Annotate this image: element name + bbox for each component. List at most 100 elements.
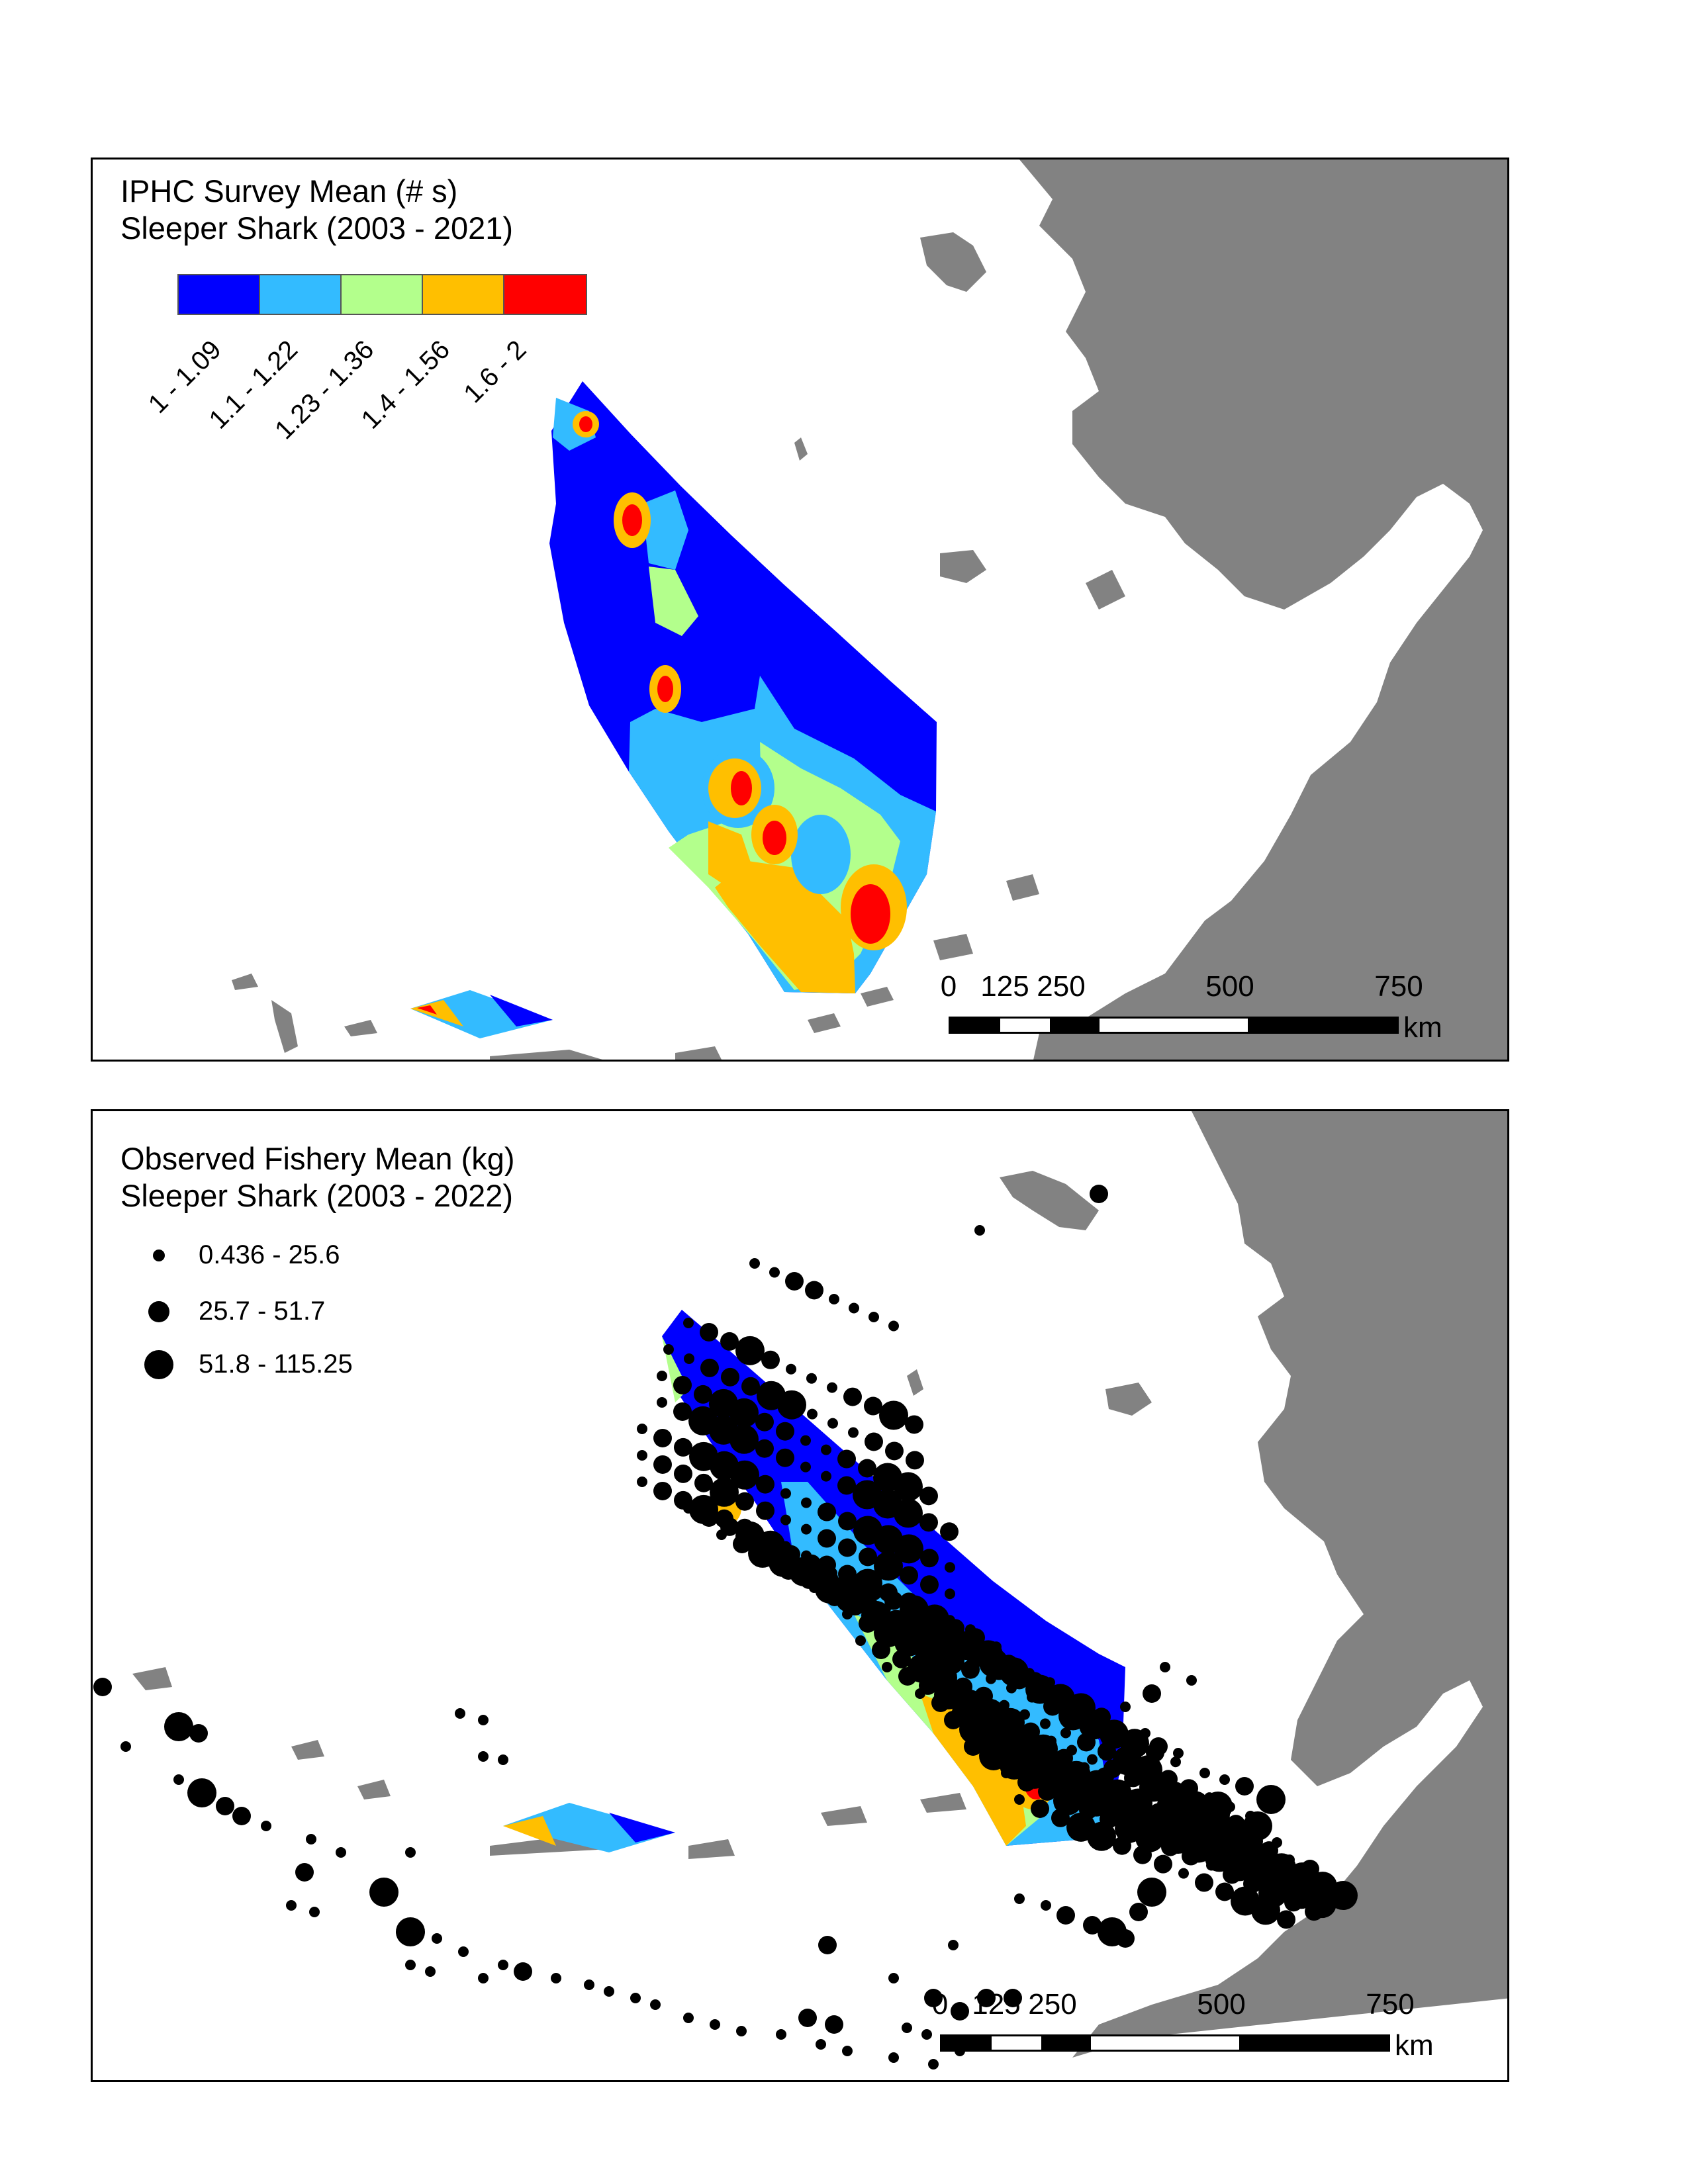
legend-swatch-2 [260,275,342,314]
fishery-dot [604,1986,614,1997]
fishery-dot [865,1432,883,1451]
fishery-dot [951,2002,969,2021]
fishery-dot [1206,1860,1217,1871]
legend-swatch-5 [504,275,586,314]
fishery-dot [458,1946,469,1957]
fishery-dot [920,1549,939,1568]
fishery-dot [821,1471,831,1482]
scale-tick-125: 125 [972,1988,1021,2021]
fishery-dot [842,2046,853,2056]
fishery-dot [1137,1878,1166,1907]
fishery-dot [800,1461,811,1473]
legend-swatch-4 [423,275,504,314]
scale-unit: km [1395,2029,1434,2062]
fishery-dot [1149,1737,1168,1756]
scale-tick-125: 125 [980,970,1029,1003]
fishery-dot [882,1662,892,1672]
fishery-dot [1083,1916,1102,1934]
fishery-dot [1219,1774,1230,1785]
fishery-dot [498,1754,508,1765]
fishery-dot [735,1336,765,1365]
fishery-dot [1087,1821,1116,1851]
fishery-dot [584,1979,594,1990]
fishery-dot [1215,1882,1234,1901]
fishery-dot [1235,1777,1254,1796]
fishery-dot [1027,1692,1037,1703]
fishery-dot [961,1660,980,1679]
fishery-dot [827,1382,837,1393]
fishery-dot [1031,1799,1049,1818]
observed-fishery-map-panel: Observed Fishery Mean (kg) Sleeper Shark… [91,1109,1509,2082]
fishery-dot [657,1397,667,1408]
fishery-dot [948,1940,959,1950]
fishery-dot [776,1422,794,1441]
fishery-dot [498,1960,508,1970]
fishery-dot [653,1455,672,1474]
fishery-dot [1056,1906,1075,1925]
alaska-land [232,159,1507,1060]
fishery-dot [700,1508,718,1527]
fishery-dot [1014,1893,1025,1904]
fishery-dot [827,1418,838,1429]
fishery-dot [653,1428,672,1447]
fishery-dot [216,1797,234,1815]
fishery-dot [785,1272,804,1291]
fishery-dot [1017,1772,1036,1792]
fishery-dot [780,1514,791,1525]
fishery-dot [769,1267,780,1278]
fishery-dot [700,1358,719,1377]
map-subtitle: Sleeper Shark (2003 - 2021) [120,210,514,246]
fishery-dot [776,1448,794,1467]
fishery-dot [888,1973,899,1983]
fishery-dot [455,1708,465,1719]
fishery-dot [919,1513,938,1532]
fishery-dot [1041,1900,1051,1911]
fishery-dot [232,1807,251,1825]
fishery-dot [700,1322,718,1342]
fishery-dot [818,1529,836,1548]
fishery-dot [874,1551,903,1581]
fishery-dot [974,1225,985,1236]
fishery-dot [369,1878,399,1907]
scale-bar-graphic [949,1017,1399,1034]
fishery-dot [1014,1794,1025,1805]
aleutian-survey-patch [410,990,553,1038]
fishery-dot [755,1439,774,1458]
scale-tick-0: 0 [931,1988,949,2021]
fishery-dot [888,2052,899,2063]
fishery-dot [741,1377,760,1396]
fishery-dot [809,1582,820,1593]
fishery-dot [894,1498,923,1528]
fishery-dot [894,1534,923,1564]
fishery-dot [928,2059,939,2070]
fishery-dot [653,1481,672,1500]
fishery-dot [1135,1823,1164,1852]
fishery-dot [986,1673,996,1684]
fishery-dot [1284,1893,1303,1912]
fishery-dot [777,1390,806,1420]
fishery-dot [683,1503,694,1514]
fishery-dot [1129,1903,1148,1921]
fishery-dot [478,1973,489,1983]
fishery-dot [683,2013,694,2023]
fishery-dot [849,1302,859,1314]
fishery-dot [1060,1727,1071,1739]
fishery-dot [1040,1718,1051,1729]
fishery-dot [630,1993,641,2003]
fishery-dot [816,2039,826,2050]
fishery-dot [859,1614,877,1633]
fishery-dot [1182,1846,1200,1866]
fishery-dot [1043,1697,1062,1716]
legend-row-medium: 25.7 - 51.7 [119,1297,325,1326]
fishery-dot [898,1666,917,1686]
fishery-dot [805,1281,823,1300]
fishery-dot [801,1524,812,1535]
fishery-dot [1160,1662,1170,1672]
legend-dot-medium [148,1300,169,1322]
aleutian-survey-patch [503,1803,675,1852]
fishery-map-canvas [93,1111,1507,2070]
map-subtitle: Sleeper Shark (2003 - 2022) [120,1178,514,1213]
fishery-dot [756,1501,774,1520]
fishery-dot [1077,1733,1096,1752]
scale-tick-750: 750 [1366,1988,1415,2021]
